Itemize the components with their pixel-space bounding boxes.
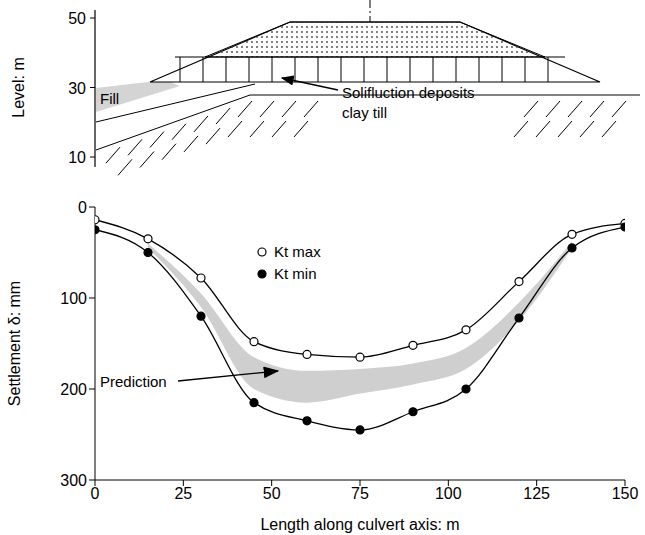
svg-text:75: 75 [351,485,369,502]
svg-text:Kt min: Kt min [274,265,317,282]
svg-text:300: 300 [60,472,87,489]
svg-text:clay till: clay till [342,104,387,121]
svg-text:50: 50 [263,485,281,502]
svg-text:100: 100 [435,485,462,502]
svg-text:Prediction: Prediction [100,373,167,390]
svg-text:100: 100 [60,290,87,307]
svg-text:50: 50 [68,10,86,27]
svg-text:Settlement δ: mm: Settlement δ: mm [6,281,23,406]
svg-text:Level: m: Level: m [10,57,27,117]
svg-text:200: 200 [60,381,87,398]
svg-text:Length along culvert axis: m: Length along culvert axis: m [260,516,459,533]
svg-text:30: 30 [68,80,86,97]
svg-text:10: 10 [68,149,86,166]
svg-text:150: 150 [612,485,639,502]
svg-text:25: 25 [174,485,192,502]
svg-text:Kt max: Kt max [274,243,321,260]
svg-text:Solifluction deposits: Solifluction deposits [342,84,475,101]
svg-text:0: 0 [91,485,100,502]
svg-text:125: 125 [523,485,550,502]
svg-text:Fill: Fill [100,90,119,107]
svg-text:0: 0 [78,199,87,216]
